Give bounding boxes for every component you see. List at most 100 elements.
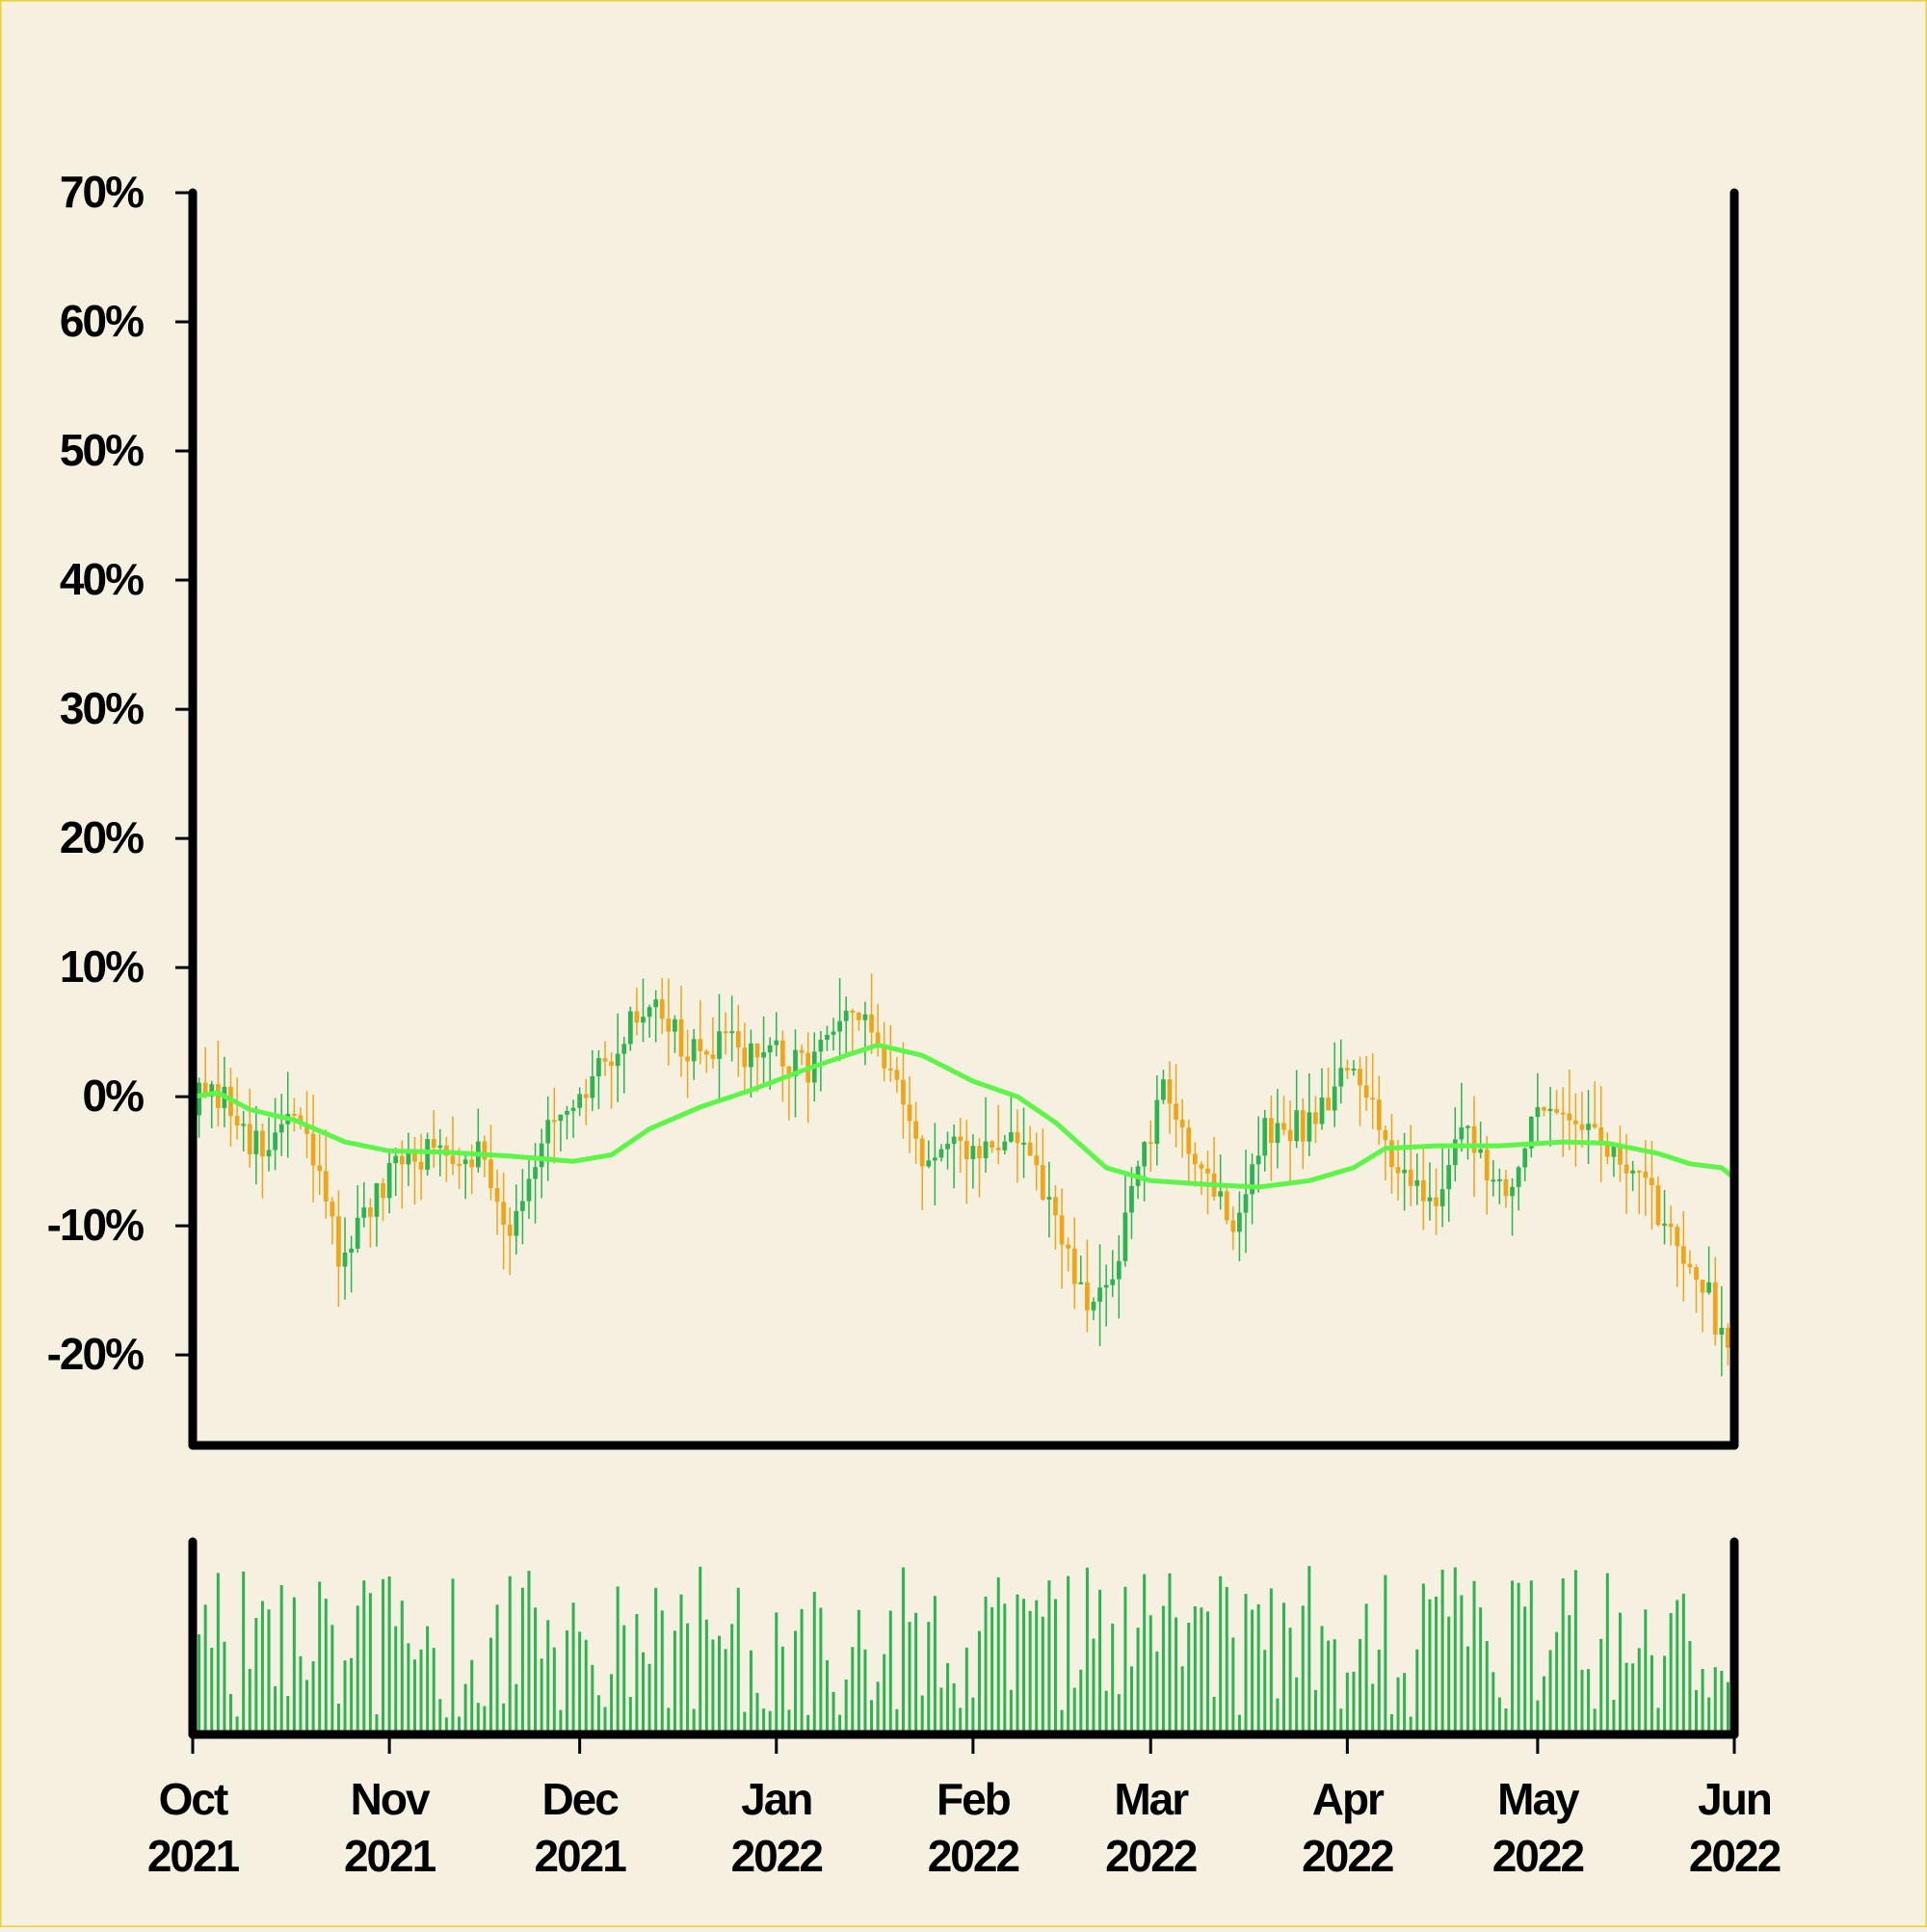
volume-bar [1644,1609,1648,1734]
volume-bar [198,1634,201,1734]
candle-body [678,1019,684,1057]
volume-bar [755,1692,759,1734]
volume-bar [762,1708,766,1734]
candle-body [698,1039,703,1051]
candle-body [533,1167,538,1179]
candle-body [514,1210,519,1236]
x-tick-label-month: Mar [1114,1774,1189,1824]
candle-body [1009,1132,1014,1142]
candle-body [875,1032,881,1047]
volume-bar [724,1649,727,1734]
volume-bar [794,1630,798,1734]
candle-body [1643,1171,1649,1178]
volume-bar [812,1592,816,1734]
volume-bar [1282,1602,1286,1734]
candle-body [1471,1125,1477,1153]
x-tick-label-month: May [1497,1774,1580,1824]
volume-bar [1155,1651,1159,1734]
price-panel [188,188,1739,1450]
candle-body [1255,1155,1261,1165]
volume-bar [1111,1623,1115,1734]
candle-body [278,1124,284,1133]
volume-bar [863,1649,867,1734]
candle-body [367,1207,373,1217]
candle-body [1326,1098,1331,1111]
volume-bar [242,1571,246,1734]
candle-body [406,1152,411,1165]
candle-body [1122,1212,1128,1261]
volume-bar [1129,1666,1133,1734]
y-tick-label: -20% [47,1329,144,1379]
volume-bar [210,1648,214,1734]
candle-body [349,1248,354,1253]
volume-bar [578,1631,582,1734]
volume-bar [971,1697,975,1734]
candle-body [565,1110,569,1115]
volume-bar [1669,1613,1673,1734]
candle-body [1522,1148,1528,1168]
candle-body [1459,1127,1465,1140]
candle-body [1363,1085,1369,1098]
volume-bar [1650,1654,1653,1734]
candle-body [1192,1153,1198,1165]
x-tick-label-month: Oct [159,1774,228,1824]
volume-bar [470,1659,474,1734]
x-tick-label-year: 2022 [1689,1831,1781,1881]
volume-bar [292,1597,296,1734]
volume-bar [616,1586,620,1734]
volume-bar [591,1664,594,1734]
candle-body [1542,1107,1546,1111]
candle-body [1598,1127,1604,1142]
volume-bar [1175,1617,1178,1734]
volume-bar [235,1716,239,1734]
volume-bar [743,1711,747,1734]
volume-bar [1016,1594,1019,1734]
volume-bar [299,1655,303,1734]
candle-body [551,1120,557,1123]
volume-bar [1542,1676,1545,1734]
volume-bar [584,1639,588,1734]
volume-bar [1371,1683,1375,1734]
volume-bar [800,1608,804,1734]
candle-body [1237,1212,1242,1232]
volume-bar [1605,1573,1609,1734]
volume-bar [1453,1567,1457,1734]
candle-body [1199,1164,1204,1169]
volume-bar [996,1576,1000,1734]
candle-body [1179,1119,1185,1128]
volume-bar [1359,1638,1362,1734]
volume-bar [1060,1709,1064,1734]
volume-bar [1313,1689,1317,1734]
volume-bar [311,1660,315,1734]
candle-body [1161,1079,1166,1100]
volume-bar [1041,1616,1044,1734]
volume-bar [1047,1580,1051,1734]
candle-body [647,1007,652,1018]
volume-bar [1587,1669,1591,1734]
candle-body [799,1049,805,1053]
candle-body [1103,1284,1109,1288]
volume-bar [1092,1638,1095,1734]
candle-body [894,1070,900,1080]
volume-bar [350,1657,354,1734]
volume-bar [1244,1594,1248,1734]
volume-bar [895,1708,899,1734]
candle-body [1700,1280,1705,1293]
volume-bar [1428,1599,1432,1734]
candle-body [977,1146,982,1158]
volume-bar [1345,1672,1349,1734]
moving-average-line [192,1043,1736,1190]
y-tick-label: 40% [60,554,144,604]
candle-body [469,1159,475,1168]
candle-body [1078,1282,1084,1284]
volume-bar [248,1668,251,1734]
candle-body [882,1046,887,1069]
volume-bar [806,1714,810,1734]
candle-body [1630,1170,1636,1174]
volume-bar [1339,1708,1343,1734]
candle-body [653,999,659,1008]
volume-bar [515,1683,518,1734]
volume-panel [188,1537,1739,1739]
volume-bar [400,1601,404,1734]
